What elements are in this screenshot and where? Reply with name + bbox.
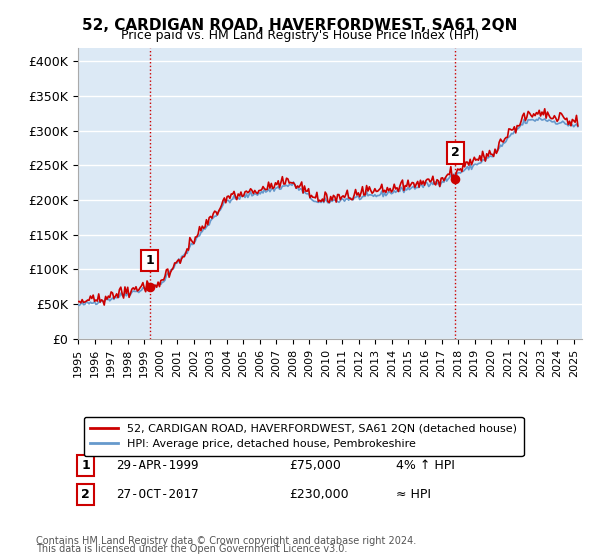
Text: 2: 2	[451, 147, 460, 160]
Point	[451, 175, 460, 184]
Text: ≈ HPI: ≈ HPI	[395, 488, 431, 501]
Legend: 52, CARDIGAN ROAD, HAVERFORDWEST, SA61 2QN (detached house), HPI: Average price,: 52, CARDIGAN ROAD, HAVERFORDWEST, SA61 2…	[83, 417, 524, 456]
Text: 27-OCT-2017: 27-OCT-2017	[116, 488, 198, 501]
Text: 29-APR-1999: 29-APR-1999	[116, 459, 198, 472]
Text: £230,000: £230,000	[290, 488, 349, 501]
Text: Contains HM Land Registry data © Crown copyright and database right 2024.: Contains HM Land Registry data © Crown c…	[36, 536, 416, 546]
Text: 1: 1	[145, 254, 154, 267]
Point	[145, 282, 154, 291]
Text: 2: 2	[81, 488, 90, 501]
Text: Price paid vs. HM Land Registry's House Price Index (HPI): Price paid vs. HM Land Registry's House …	[121, 29, 479, 42]
Text: 4% ↑ HPI: 4% ↑ HPI	[395, 459, 454, 472]
Text: 52, CARDIGAN ROAD, HAVERFORDWEST, SA61 2QN: 52, CARDIGAN ROAD, HAVERFORDWEST, SA61 2…	[82, 18, 518, 33]
Text: £75,000: £75,000	[290, 459, 341, 472]
Text: 1: 1	[81, 459, 90, 472]
Text: This data is licensed under the Open Government Licence v3.0.: This data is licensed under the Open Gov…	[36, 544, 347, 554]
